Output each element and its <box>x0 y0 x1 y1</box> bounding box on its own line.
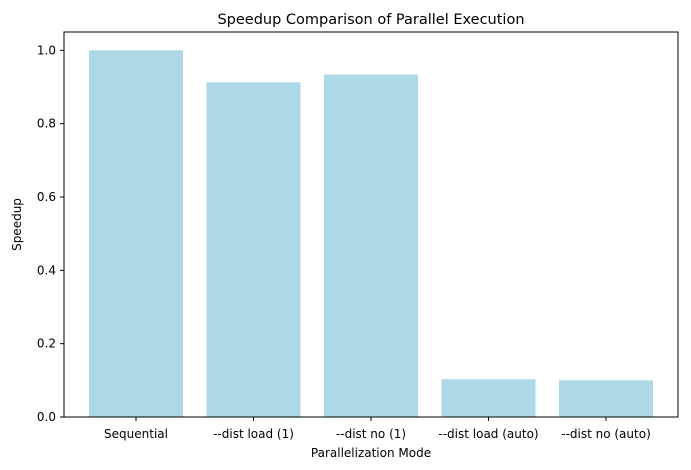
bar-4 <box>559 380 653 417</box>
bars-group <box>89 50 653 417</box>
y-axis-label: Speedup <box>10 198 24 251</box>
bar-3 <box>441 379 536 417</box>
ticks-group: Sequential --dist load (1) --dist no (1) --… <box>37 43 651 441</box>
bar-1 <box>206 82 301 417</box>
plot-frame <box>63 31 679 418</box>
y-tick-label: 0.0 <box>37 410 56 424</box>
chart-title: Speedup Comparison of Parallel Execution <box>217 12 524 28</box>
bar-0 <box>89 50 183 417</box>
x-tick-label: --dist load (auto) <box>438 427 538 441</box>
bar-2 <box>324 74 418 417</box>
y-tick-label: 0.4 <box>37 263 56 277</box>
y-tick-label: 0.2 <box>37 337 56 351</box>
x-axis-label: Parallelization Mode <box>311 446 431 460</box>
y-tick-label: 1.0 <box>37 43 56 57</box>
x-tick-label: --dist no (1) <box>336 427 406 441</box>
y-tick-label: 0.6 <box>37 190 56 204</box>
x-tick-label: --dist no (auto) <box>561 427 651 441</box>
y-tick-label: 0.8 <box>37 117 56 131</box>
x-tick-label: Sequential <box>104 427 168 441</box>
x-tick-label: --dist load (1) <box>213 427 294 441</box>
